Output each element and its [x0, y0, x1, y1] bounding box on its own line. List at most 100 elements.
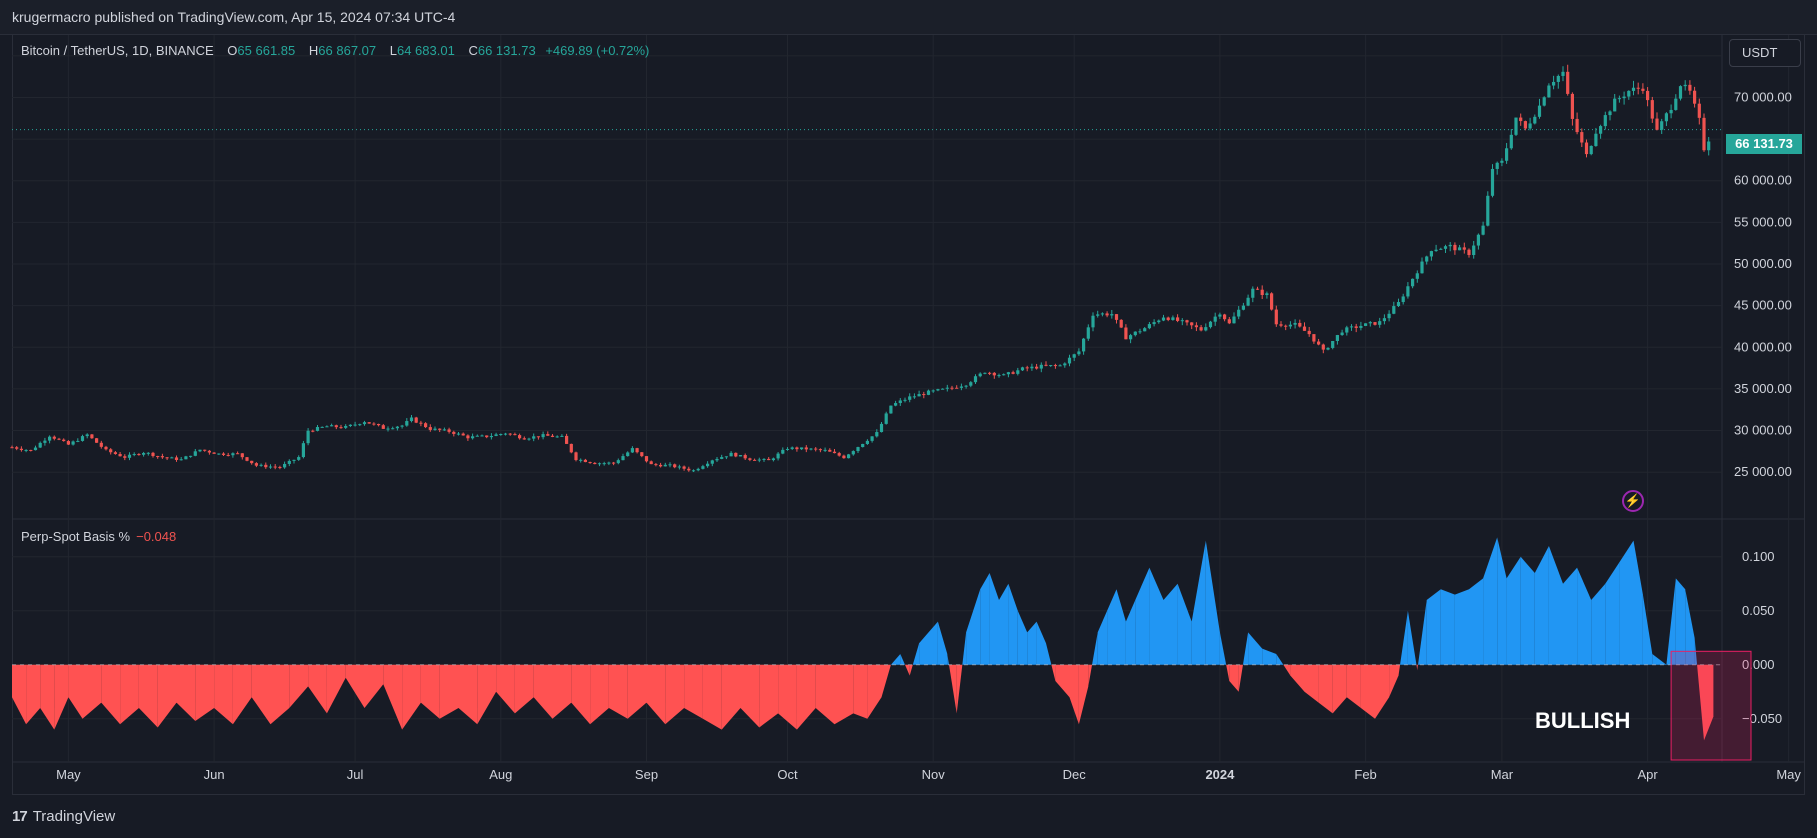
- candle-body: [1707, 141, 1711, 151]
- candle-body: [264, 464, 268, 468]
- basis-area-positive: [1652, 654, 1667, 665]
- tradingview-logo[interactable]: 17 TradingView: [12, 808, 115, 825]
- candle-body: [541, 434, 545, 438]
- candle-body: [1458, 247, 1462, 251]
- candle-body: [254, 463, 258, 466]
- candle-body: [673, 464, 677, 468]
- candle-body: [57, 438, 61, 440]
- candle-body: [710, 460, 714, 464]
- candle-body: [315, 426, 320, 431]
- candle-body: [753, 459, 757, 461]
- candle-body: [1678, 86, 1683, 99]
- basis-area-negative: [458, 664, 478, 725]
- basis-area-positive: [1017, 610, 1028, 665]
- candle-body: [828, 449, 832, 452]
- candle-body: [720, 457, 724, 459]
- close-label: C: [468, 43, 478, 58]
- candle-body: [1429, 251, 1433, 257]
- candle-body: [1194, 325, 1198, 328]
- basis-area-positive: [1125, 600, 1136, 665]
- candle-body: [790, 447, 794, 449]
- basis-area-positive: [1685, 589, 1695, 665]
- candle-body: [1509, 134, 1513, 149]
- basis-area-negative: [1360, 664, 1375, 719]
- price-axis-label: 40 000.00: [1734, 339, 1792, 354]
- basis-area-negative: [796, 664, 816, 730]
- candle-body: [856, 447, 860, 452]
- candle-body: [931, 390, 935, 392]
- candle-body: [1655, 118, 1659, 130]
- candle-body: [677, 466, 681, 468]
- candle-body: [447, 429, 451, 432]
- candle-body: [1406, 286, 1410, 297]
- candle-body: [715, 458, 719, 461]
- close-value: 66 131.73: [477, 43, 536, 58]
- candle-body: [405, 421, 409, 426]
- candle-body: [1035, 366, 1039, 369]
- basis-area-negative: [420, 664, 440, 719]
- basis-area-positive: [1163, 583, 1178, 665]
- candle-body: [1016, 370, 1020, 374]
- candle-body: [174, 457, 179, 460]
- basis-area-positive: [1426, 589, 1441, 665]
- basis-area-positive: [966, 589, 981, 665]
- candle-body: [1528, 123, 1532, 129]
- symbol-name: Bitcoin / TetherUS, 1D, BINANCE: [21, 43, 214, 58]
- basis-area-negative: [627, 664, 647, 719]
- candle-body: [142, 452, 146, 455]
- time-axis-label: Aug: [489, 767, 512, 782]
- currency-button[interactable]: USDT: [1729, 39, 1801, 67]
- candle-body: [583, 459, 587, 463]
- basis-area-negative: [759, 664, 779, 728]
- time-axis-label: Apr: [1637, 767, 1658, 782]
- basis-area-negative: [1346, 664, 1361, 708]
- candle-body: [1434, 249, 1438, 252]
- candle-body: [38, 442, 42, 448]
- basis-area-negative: [402, 664, 421, 730]
- time-axis-label: May: [56, 767, 81, 782]
- candle-body: [1152, 322, 1156, 325]
- candle-body: [941, 388, 945, 390]
- open-label: O: [227, 43, 238, 58]
- candle-body: [1584, 142, 1589, 155]
- basis-area-negative: [477, 664, 497, 725]
- candle-body: [804, 447, 808, 450]
- candle-body: [456, 433, 461, 435]
- indicator-axis-label: 0.050: [1742, 603, 1775, 618]
- candle-body: [565, 435, 569, 444]
- basis-area-negative: [702, 664, 722, 730]
- candle-body: [1335, 335, 1339, 341]
- candle-body: [1147, 324, 1151, 329]
- candle-body: [1030, 366, 1034, 369]
- lightning-bolt-icon[interactable]: ⚡: [1622, 490, 1644, 512]
- high-label: H: [308, 43, 319, 58]
- candle-body: [377, 423, 381, 426]
- candle-body: [76, 440, 80, 442]
- candle-body: [950, 387, 954, 389]
- candle-body: [1420, 261, 1424, 274]
- basis-area-negative: [909, 664, 913, 676]
- basis-area-positive: [1092, 632, 1098, 665]
- candle-body: [513, 434, 517, 436]
- candle-body: [1674, 98, 1678, 110]
- candle-body: [1190, 322, 1194, 326]
- candle-body: [348, 424, 352, 426]
- candle-body: [1683, 84, 1687, 87]
- candle-body: [1185, 320, 1189, 323]
- candle-body: [1500, 160, 1504, 163]
- candle-body: [597, 463, 602, 465]
- candle-body: [24, 449, 28, 451]
- basis-area-negative: [251, 664, 271, 725]
- indicator-axis-label: 0.000: [1742, 657, 1775, 672]
- candle-body: [875, 432, 879, 437]
- candle-body: [959, 386, 963, 388]
- candle-body: [15, 447, 19, 449]
- candle-body: [1495, 162, 1499, 169]
- basis-area-negative: [496, 664, 515, 714]
- candle-body: [1270, 293, 1274, 310]
- candle-body: [1237, 309, 1241, 317]
- basis-area-negative: [949, 664, 957, 714]
- candle-body: [391, 428, 395, 430]
- basis-area-negative: [214, 664, 233, 725]
- chart-canvas[interactable]: May Jun Jul Aug Sep Oct Nov Dec 2024 Feb Mar Apr May…: [0, 0, 1817, 796]
